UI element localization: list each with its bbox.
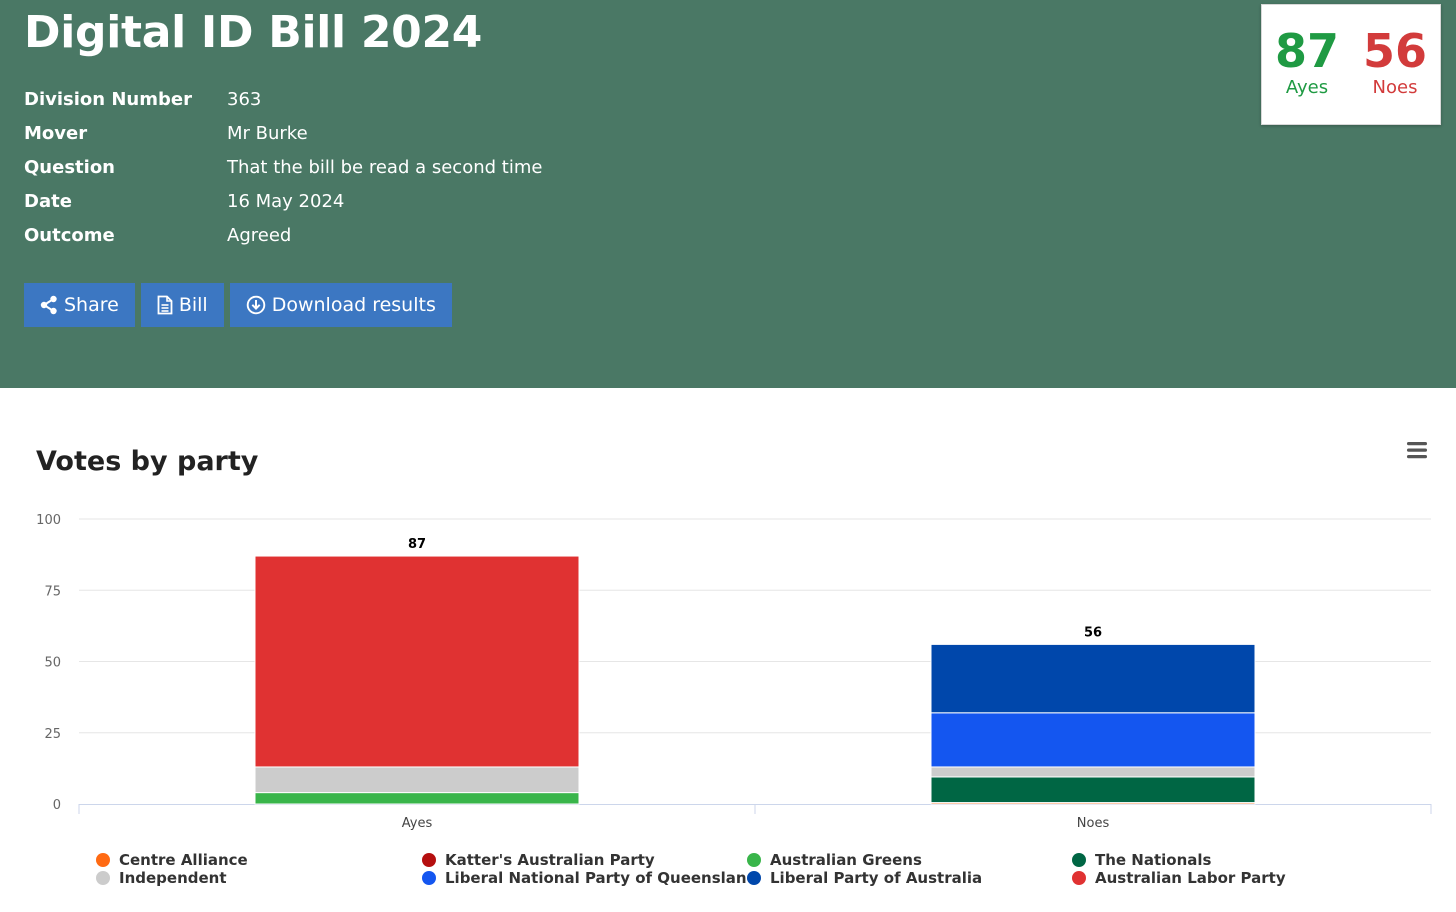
division-details: Division Number 363 Mover Mr Burke Quest… xyxy=(24,82,542,252)
legend-dot-icon xyxy=(1072,853,1086,867)
bar-segment-noes-the-nationals xyxy=(930,776,1256,804)
legend-dot-icon xyxy=(747,853,761,867)
noes-label: Noes xyxy=(1372,77,1418,98)
bar-segment-ayes-australian-greens xyxy=(254,792,580,805)
action-buttons: Share Bill Downl xyxy=(24,283,452,327)
stack-total-label: 87 xyxy=(408,537,426,552)
legend-label: Australian Labor Party xyxy=(1095,869,1286,887)
legend-label: The Nationals xyxy=(1095,851,1212,869)
bar-segment-ayes-australian-labor-party xyxy=(254,555,580,768)
division-number-row: Division Number 363 xyxy=(24,82,542,116)
legend-item-liberal-national-party-of-queensland[interactable]: Liberal National Party of Queensland xyxy=(422,869,757,887)
legend-item-centre-alliance[interactable]: Centre Alliance xyxy=(96,851,422,869)
date-label: Date xyxy=(24,190,72,212)
bar-segment-ayes-independent xyxy=(254,766,580,794)
legend-dot-icon xyxy=(96,853,110,867)
legend-label: Australian Greens xyxy=(770,851,922,869)
ayes-tally: 87 Ayes xyxy=(1275,27,1339,124)
download-results-button[interactable]: Download results xyxy=(229,283,452,327)
y-tick-label: 0 xyxy=(53,798,61,813)
outcome-value: Agreed xyxy=(227,224,292,246)
legend-item-the-nationals[interactable]: The Nationals xyxy=(1072,851,1397,869)
question-row: Question That the bill be read a second … xyxy=(24,150,542,184)
mover-value: Mr Burke xyxy=(227,122,308,144)
chart-menu-button[interactable] xyxy=(1403,438,1431,464)
bar-segment-noes-liberal-party-of-australia xyxy=(930,643,1256,714)
mover-label: Mover xyxy=(24,122,88,144)
legend-dot-icon xyxy=(422,853,436,867)
chart-legend: Centre Alliance Katter's Australian Party… xyxy=(96,851,1436,887)
legend-dot-icon xyxy=(747,871,761,885)
noes-count: 56 xyxy=(1363,24,1428,78)
mover-row: Mover Mr Burke xyxy=(24,116,542,150)
chart-title: Votes by party xyxy=(36,446,259,477)
legend-label: Liberal National Party of Queensland xyxy=(445,869,758,887)
hamburger-menu-icon xyxy=(1407,442,1427,459)
legend-label: Independent xyxy=(119,869,227,887)
question-value: That the bill be read a second time xyxy=(227,156,543,178)
legend-item-australian-greens[interactable]: Australian Greens xyxy=(747,851,1072,869)
document-icon xyxy=(157,295,173,315)
vote-tally: 87 Ayes 56 Noes xyxy=(1261,4,1441,125)
outcome-label: Outcome xyxy=(24,224,115,246)
legend-item-australian-labor-party[interactable]: Australian Labor Party xyxy=(1072,869,1397,887)
division-number-label: Division Number xyxy=(24,88,192,110)
date-row: Date 16 May 2024 xyxy=(24,184,542,218)
outcome-row: Outcome Agreed xyxy=(24,218,542,252)
legend-item-katter-s-australian-party[interactable]: Katter's Australian Party xyxy=(422,851,747,869)
x-tick-label: Ayes xyxy=(402,816,433,831)
stack-total-label: 56 xyxy=(1084,625,1102,640)
bill-button-label: Bill xyxy=(178,294,208,316)
share-button-label: Share xyxy=(64,294,119,316)
page-title: Digital ID Bill 2024 xyxy=(24,7,483,58)
x-tick-label: Noes xyxy=(1077,816,1110,831)
legend-label: Katter's Australian Party xyxy=(445,851,655,869)
bar-segment-noes-liberal-national-party-of-queensland xyxy=(930,712,1256,768)
legend-dot-icon xyxy=(96,871,110,885)
download-circle-icon xyxy=(246,295,266,315)
ayes-label: Ayes xyxy=(1285,77,1329,98)
division-header: Digital ID Bill 2024 Division Number 363… xyxy=(0,0,1456,388)
bar-segment-noes-independent xyxy=(930,766,1256,778)
share-icon xyxy=(40,295,58,315)
legend-label: Liberal Party of Australia xyxy=(770,869,983,887)
legend-item-liberal-party-of-australia[interactable]: Liberal Party of Australia xyxy=(747,869,1072,887)
date-value: 16 May 2024 xyxy=(227,190,345,212)
y-tick-label: 100 xyxy=(36,513,61,528)
y-tick-label: 25 xyxy=(44,727,61,742)
download-button-label: Download results xyxy=(271,294,436,316)
y-tick-label: 75 xyxy=(44,584,61,599)
question-label: Question xyxy=(24,156,115,178)
share-button[interactable]: Share xyxy=(24,283,135,327)
legend-dot-icon xyxy=(422,871,436,885)
division-number-value: 363 xyxy=(227,88,262,110)
legend-label: Centre Alliance xyxy=(119,851,248,869)
y-tick-label: 50 xyxy=(44,656,61,671)
noes-tally: 56 Noes xyxy=(1363,27,1427,124)
bill-button[interactable]: Bill xyxy=(140,283,224,327)
votes-by-party-chart: 0 25 50 75 100 87 Ayes 56 Noes xyxy=(36,513,1432,831)
legend-item-independent[interactable]: Independent xyxy=(96,869,422,887)
legend-dot-icon xyxy=(1072,871,1086,885)
ayes-count: 87 xyxy=(1274,24,1339,78)
